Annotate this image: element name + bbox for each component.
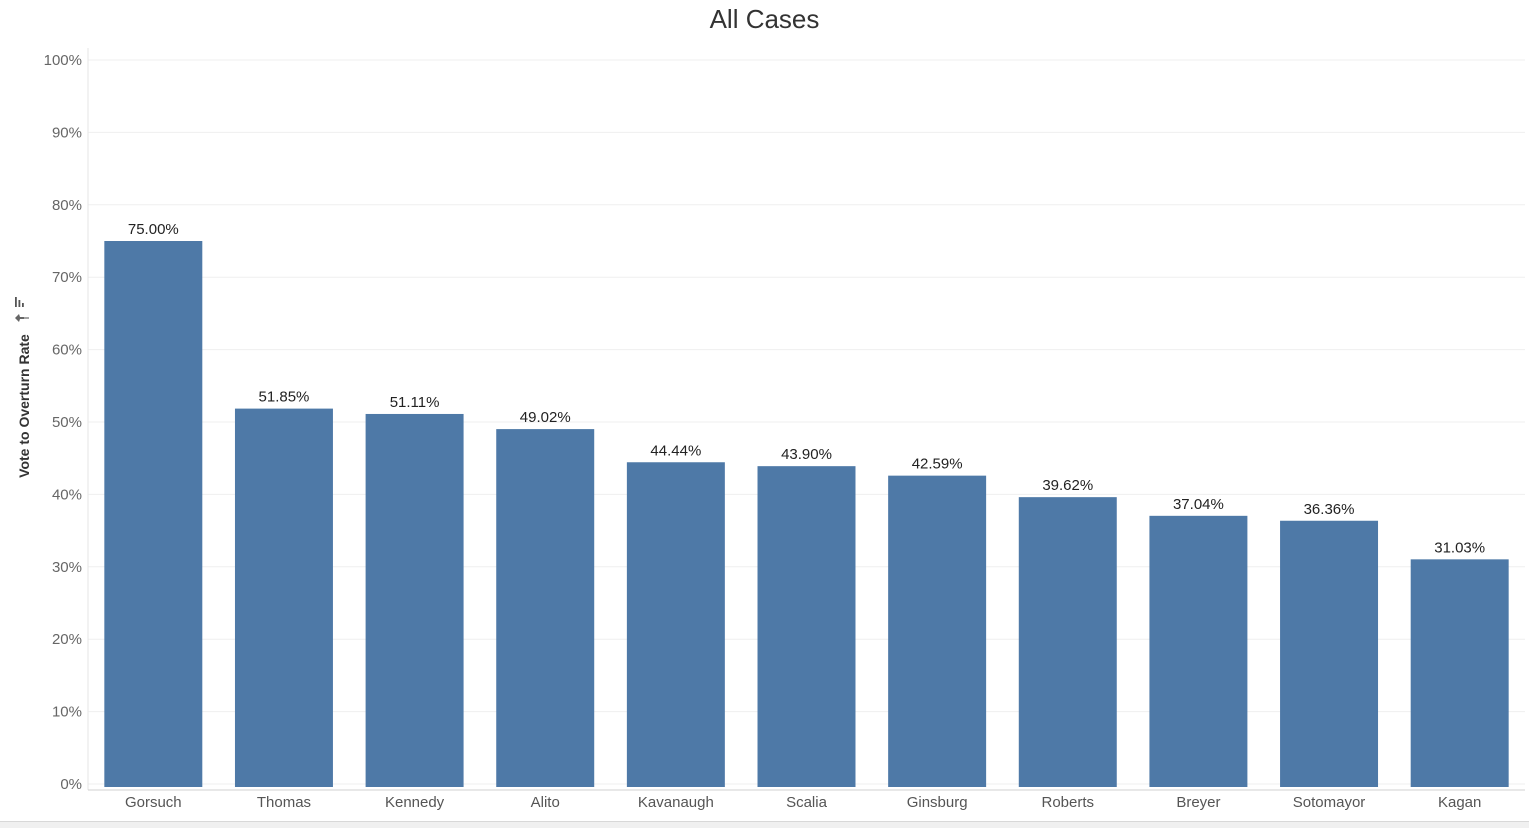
y-tick-label: 40% xyxy=(52,486,82,503)
y-tick-label: 80% xyxy=(52,197,82,214)
data-label-breyer: 37.04% xyxy=(1173,496,1224,513)
data-label-sotomayor: 36.36% xyxy=(1304,501,1355,518)
y-tick-label: 30% xyxy=(52,559,82,576)
bar-gorsuch[interactable] xyxy=(104,241,203,787)
data-label-roberts: 39.62% xyxy=(1042,477,1093,494)
y-axis-ticks: 0% 10% 20% 30% 40% 50% 60% 70% 80% 90% 100% xyxy=(44,52,82,793)
chart-title: All Cases xyxy=(709,4,820,34)
bottom-scroll-strip xyxy=(0,821,1529,828)
data-label-alito: 49.02% xyxy=(520,409,571,426)
y-axis-title: Vote to Overturn Rate xyxy=(16,334,32,478)
bar-roberts[interactable] xyxy=(1018,497,1117,787)
bar-breyer[interactable] xyxy=(1149,515,1248,787)
x-tick-label-breyer: Breyer xyxy=(1176,794,1220,811)
data-label-thomas: 51.85% xyxy=(259,389,310,406)
y-tick-label: 0% xyxy=(60,776,82,793)
y-tick-label: 50% xyxy=(52,414,82,431)
bar-kavanaugh[interactable] xyxy=(626,462,725,787)
bar-sotomayor[interactable] xyxy=(1280,520,1379,787)
bar-alito[interactable] xyxy=(496,429,595,787)
data-label-kavanaugh: 44.44% xyxy=(650,442,701,459)
x-tick-label-kavanaugh: Kavanaugh xyxy=(638,794,714,811)
bar-thomas[interactable] xyxy=(234,408,333,787)
bar-kennedy[interactable] xyxy=(365,413,464,787)
x-tick-label-ginsburg: Ginsburg xyxy=(907,794,968,811)
bar-scalia[interactable] xyxy=(757,466,856,787)
bar-ginsburg[interactable] xyxy=(888,475,987,787)
sort-icon[interactable] xyxy=(15,297,24,307)
y-tick-label: 70% xyxy=(52,269,82,286)
x-tick-label-alito: Alito xyxy=(531,794,560,811)
data-label-gorsuch: 75.00% xyxy=(128,221,179,238)
y-tick-label: 100% xyxy=(44,52,82,69)
x-tick-label-thomas: Thomas xyxy=(257,794,311,811)
x-tick-label-sotomayor: Sotomayor xyxy=(1293,794,1366,811)
x-tick-label-roberts: Roberts xyxy=(1042,794,1095,811)
y-tick-label: 20% xyxy=(52,631,82,648)
y-tick-label: 90% xyxy=(52,124,82,141)
x-tick-label-kennedy: Kennedy xyxy=(385,794,445,811)
data-label-ginsburg: 42.59% xyxy=(912,456,963,473)
y-tick-label: 60% xyxy=(52,342,82,359)
bar-kagan[interactable] xyxy=(1410,559,1509,787)
data-label-kennedy: 51.11% xyxy=(390,394,440,411)
x-tick-label-scalia: Scalia xyxy=(786,794,828,811)
pin-icon[interactable] xyxy=(15,314,29,322)
bars xyxy=(104,241,1509,787)
data-label-kagan: 31.03% xyxy=(1434,539,1485,556)
x-tick-label-kagan: Kagan xyxy=(1438,794,1481,811)
x-tick-label-gorsuch: Gorsuch xyxy=(125,794,182,811)
y-axis-title-group: Vote to Overturn Rate xyxy=(15,297,32,478)
y-tick-label: 10% xyxy=(52,704,82,721)
data-label-scalia: 43.90% xyxy=(781,446,832,463)
x-axis-categories: Gorsuch Thomas Kennedy Alito Kavanaugh Scalia… xyxy=(125,794,1481,811)
data-labels: 75.00% 51.85% 51.11% 49.02% 44.44% 43.90% 42.5… xyxy=(128,221,1485,556)
